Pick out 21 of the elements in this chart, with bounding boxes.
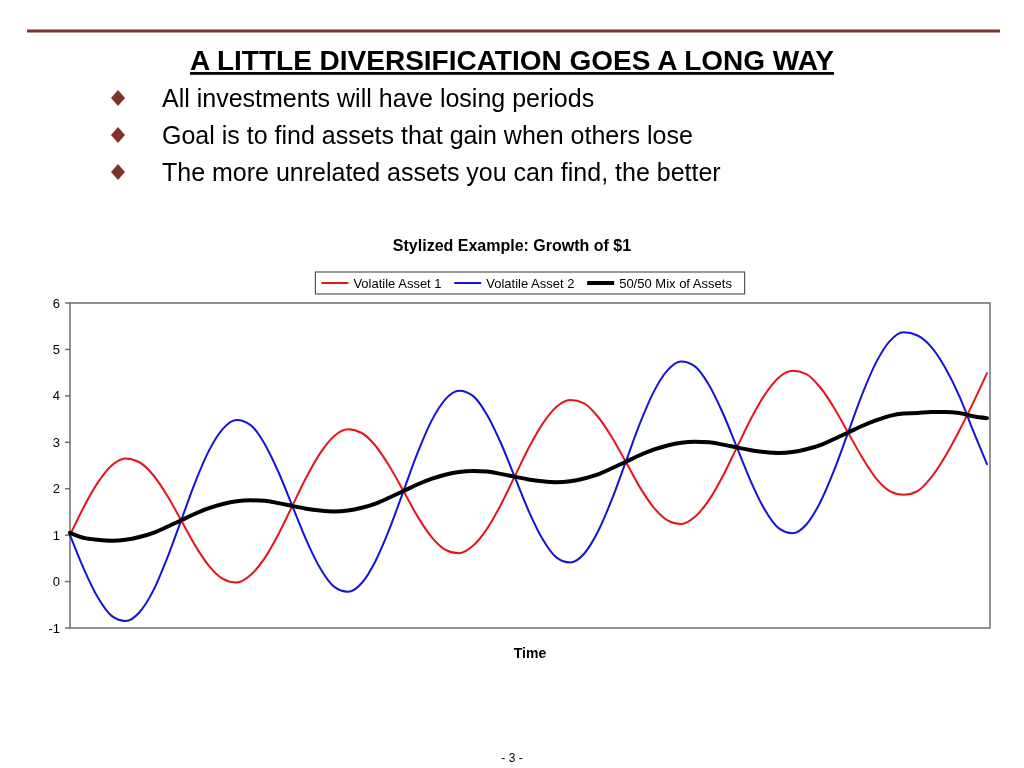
y-tick-label: 4	[52, 388, 60, 404]
y-tick-label: 5	[52, 341, 60, 357]
y-tick-label: 1	[52, 527, 60, 543]
y-tick-label: 3	[52, 434, 60, 450]
legend-label: Volatile Asset 2	[486, 275, 575, 291]
x-axis-title: Time	[513, 645, 547, 661]
y-tick-label: -1	[48, 620, 60, 636]
line-series	[69, 331, 988, 623]
line-series	[68, 410, 989, 543]
text: All investments will have losing periods	[162, 84, 595, 112]
text: - 3 -	[501, 751, 523, 765]
legend-label: 50/50 Mix of Assets	[619, 275, 733, 291]
y-tick-label: 6	[52, 295, 60, 311]
chart-title: A LITTLE DIVERSIFICATION GOES A LONG WAY	[189, 45, 835, 76]
chart-subtitle: Stylized Example: Growth of $1	[392, 237, 632, 254]
text: The more unrelated assets you can find, the better	[162, 158, 721, 186]
y-tick-label: 0	[52, 574, 60, 590]
text: Goal is to find assets that gain when others lose	[162, 121, 693, 149]
y-tick-label: 2	[52, 481, 60, 497]
line-series	[69, 369, 988, 584]
legend-label: Volatile Asset 1	[353, 275, 442, 291]
